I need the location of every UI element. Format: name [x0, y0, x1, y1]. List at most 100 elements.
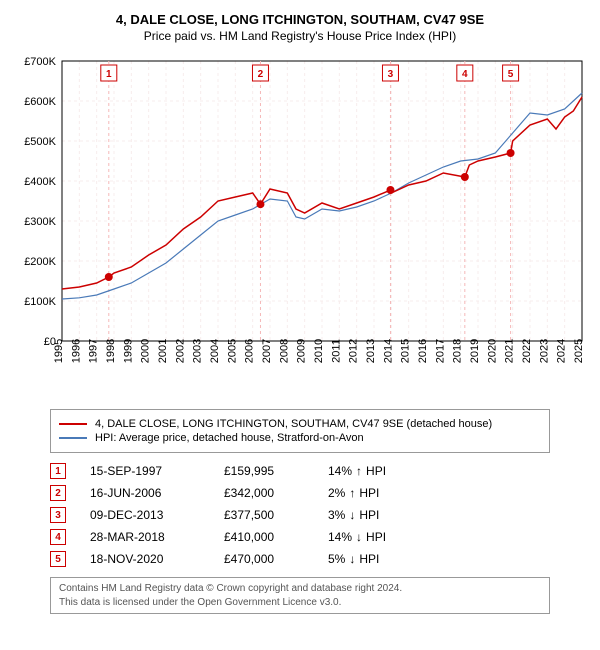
footer-line-2: This data is licensed under the Open Gov…: [59, 596, 541, 610]
chart-subtitle: Price paid vs. HM Land Registry's House …: [12, 29, 588, 43]
sale-delta: 3%↓HPI: [328, 508, 379, 522]
legend-swatch: [59, 437, 87, 439]
sale-price: £159,995: [224, 464, 304, 478]
sale-delta-pct: 14%: [328, 530, 352, 544]
sale-row: 309-DEC-2013£377,5003%↓HPI: [50, 507, 588, 523]
sale-marker: 4: [50, 529, 66, 545]
x-tick-label: 2015: [400, 339, 412, 363]
x-tick-label: 1997: [88, 339, 100, 363]
x-tick-label: 2020: [486, 339, 498, 363]
sale-point: [461, 173, 469, 181]
sale-marker: 1: [50, 463, 66, 479]
x-tick-label: 1996: [70, 339, 82, 363]
y-tick-label: £500K: [24, 136, 56, 148]
x-tick-label: 2025: [573, 339, 585, 363]
sale-row: 4 28-MAR-2018 £410,000 14% ↓ HPI: [50, 529, 588, 545]
legend-swatch: [59, 423, 87, 425]
sale-date: 15-SEP-1997: [90, 464, 200, 478]
x-tick-label: 2011: [330, 339, 342, 363]
y-tick-label: £600K: [24, 96, 56, 108]
sale-delta: 2% ↑ HPI: [328, 486, 379, 500]
sales-table: 1 15-SEP-1997 £159,995 14% ↑ HPI 2 16-JUN-2006 £…: [50, 463, 588, 567]
x-tick-label: 2016: [417, 339, 429, 363]
sale-delta-note: HPI: [359, 508, 379, 522]
sale-delta-note: HPI: [366, 530, 386, 544]
legend-item: HPI: Average price, detached house, Stra…: [59, 432, 541, 444]
sale-marker: 3: [50, 507, 66, 523]
y-tick-label: £700K: [24, 56, 56, 68]
x-tick-label: 2000: [140, 339, 152, 363]
x-tick-label: 2006: [244, 339, 256, 363]
sale-price: £342,000: [224, 486, 304, 500]
arrow-icon: ↓: [349, 552, 355, 566]
sale-delta-note: HPI: [359, 486, 379, 500]
x-tick-label: 2008: [278, 339, 290, 363]
sale-row: 2 16-JUN-2006 £342,000 2% ↑ HPI: [50, 485, 588, 501]
sale-price: £470,000: [224, 552, 304, 566]
sale-date: 18-NOV-2020: [90, 552, 200, 566]
chart-title: 4, DALE CLOSE, LONG ITCHINGTON, SOUTHAM,…: [12, 12, 588, 27]
y-tick-label: £400K: [24, 176, 56, 188]
x-tick-label: 2005: [226, 339, 238, 363]
x-tick-label: 1998: [105, 339, 117, 363]
x-tick-label: 2018: [452, 339, 464, 363]
x-tick-label: 2003: [192, 339, 204, 363]
sale-marker-number: 1: [106, 69, 112, 80]
footer-line-1: Contains HM Land Registry data © Crown c…: [59, 582, 541, 596]
sale-delta-pct: 5%: [328, 552, 345, 566]
legend-label: 4, DALE CLOSE, LONG ITCHINGTON, SOUTHAM,…: [95, 418, 492, 430]
sale-marker-number: 4: [462, 69, 468, 80]
legend-label: HPI: Average price, detached house, Stra…: [95, 432, 364, 444]
x-tick-label: 2010: [313, 339, 325, 363]
sale-date: 16-JUN-2006: [90, 486, 200, 500]
sale-point: [386, 186, 394, 194]
sale-price: £410,000: [224, 530, 304, 544]
x-tick-label: 2014: [382, 339, 394, 363]
sale-date: 09-DEC-2013: [90, 508, 200, 522]
sale-delta: 5% ↓ HPI: [328, 552, 379, 566]
x-tick-label: 2019: [469, 339, 481, 363]
arrow-icon: ↑: [356, 464, 362, 478]
legend: 4, DALE CLOSE, LONG ITCHINGTON, SOUTHAM,…: [50, 409, 550, 453]
sale-delta-note: HPI: [366, 464, 386, 478]
x-tick-label: 2021: [504, 339, 516, 363]
arrow-icon: ↓: [349, 508, 355, 522]
sale-delta: 14% ↓ HPI: [328, 530, 386, 544]
sale-marker-number: 3: [388, 69, 394, 80]
x-tick-label: 2013: [365, 339, 377, 363]
sale-delta: 14% ↑ HPI: [328, 464, 386, 478]
sale-marker-number: 2: [258, 69, 264, 80]
x-tick-label: 1995: [53, 339, 65, 363]
x-tick-label: 2004: [209, 339, 221, 363]
sale-row: 1 15-SEP-1997 £159,995 14% ↑ HPI: [50, 463, 588, 479]
sale-marker: 2: [50, 485, 66, 501]
sale-delta-note: HPI: [359, 552, 379, 566]
line-chart: £0£100K£200K£300K£400K£500K£600K£700K199…: [12, 51, 588, 401]
x-tick-label: 2022: [521, 339, 533, 363]
x-tick-label: 2001: [157, 339, 169, 363]
sale-price: £377,500: [224, 508, 304, 522]
sale-delta-pct: 14%: [328, 464, 352, 478]
x-tick-label: 1999: [122, 339, 134, 363]
x-tick-label: 2017: [434, 339, 446, 363]
sale-row: 5 18-NOV-2020 £470,000 5% ↓ HPI: [50, 551, 588, 567]
x-tick-label: 2007: [261, 339, 273, 363]
sale-date: 28-MAR-2018: [90, 530, 200, 544]
chart-container: £0£100K£200K£300K£400K£500K£600K£700K199…: [12, 51, 588, 401]
x-tick-label: 2024: [556, 339, 568, 363]
y-tick-label: £200K: [24, 256, 56, 268]
arrow-icon: ↑: [349, 486, 355, 500]
x-tick-label: 2023: [538, 339, 550, 363]
x-tick-label: 2012: [348, 339, 360, 363]
x-tick-label: 2009: [296, 339, 308, 363]
x-tick-label: 2002: [174, 339, 186, 363]
sale-point: [256, 200, 264, 208]
sale-point: [105, 273, 113, 281]
sale-delta-pct: 2%: [328, 486, 345, 500]
footer-attribution: Contains HM Land Registry data © Crown c…: [50, 577, 550, 614]
sale-point: [507, 149, 515, 157]
legend-item: 4, DALE CLOSE, LONG ITCHINGTON, SOUTHAM,…: [59, 418, 541, 430]
arrow-icon: ↓: [356, 530, 362, 544]
sale-marker: 5: [50, 551, 66, 567]
y-tick-label: £100K: [24, 296, 56, 308]
